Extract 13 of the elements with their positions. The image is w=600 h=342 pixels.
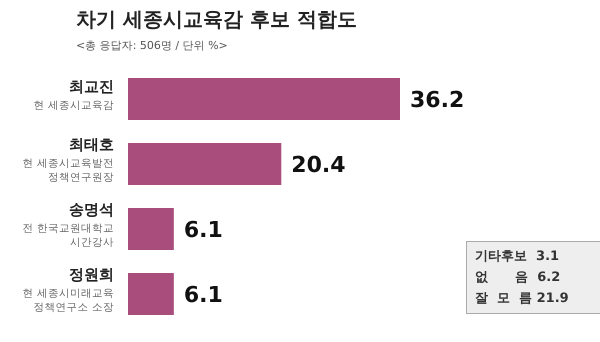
y-tick-label: 정원희 현 세종시미래교육 정책연구소 소장 [22,266,114,314]
chart-title: 차기 세종시교육감 후보 적합도 [76,6,357,33]
data-label: 6.1 [184,282,223,308]
chart-subtitle: <총 응답자: 506명 / 단위 %> [76,38,228,53]
data-label: 6.1 [184,218,223,243]
text: 기타후보 3.1 [475,248,560,266]
text: 잘 모 름 21.9 [475,290,570,308]
data-label: 20.4 [291,152,346,178]
text: 없 음 6.2 [475,269,562,287]
y-tick-label: 최태호 현 세종시교육발전 정책연구원장 [22,136,114,184]
y-tick-label: 최교진 현 세종시교육감 [34,78,114,112]
data-label: 36.2 [410,88,464,113]
y-tick-label: 송명석 전 한국교원대학교 시간강사 [22,200,114,248]
